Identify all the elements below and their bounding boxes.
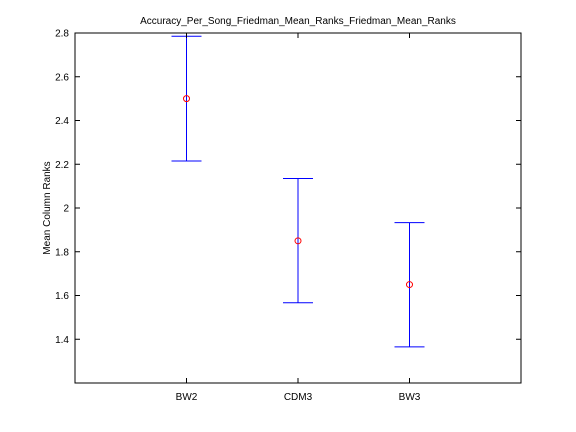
y-axis-label: Mean Column Ranks: [42, 161, 53, 254]
y-tick-label: 2: [63, 204, 69, 215]
y-tick-label: 2.2: [55, 160, 69, 171]
y-tick-label: 2.6: [55, 72, 69, 83]
y-tick-label: 1.8: [55, 247, 69, 258]
x-tick-label: BW3: [399, 392, 421, 403]
y-axis-ticks: 1.4 1.6 1.8 2 2.2 2.4 2.6 2.8: [55, 29, 521, 346]
mean-rank-marker: [294, 237, 302, 245]
chart-title: Accuracy_Per_Song_Friedman_Mean_Ranks_Fr…: [140, 16, 456, 27]
y-tick-label: 2.8: [55, 29, 69, 40]
x-axis-ticks: BW2 CDM3 BW3: [176, 33, 421, 403]
y-tick-label: 1.6: [55, 291, 69, 302]
chart-marks: [171, 35, 425, 348]
mean-rank-marker: [183, 95, 190, 103]
x-tick-label: BW2: [176, 392, 198, 403]
y-tick-label: 2.4: [55, 116, 69, 127]
y-tick-label: 1.4: [55, 335, 69, 346]
mean-rank-marker: [406, 281, 413, 289]
x-tick-label: CDM3: [284, 392, 313, 403]
